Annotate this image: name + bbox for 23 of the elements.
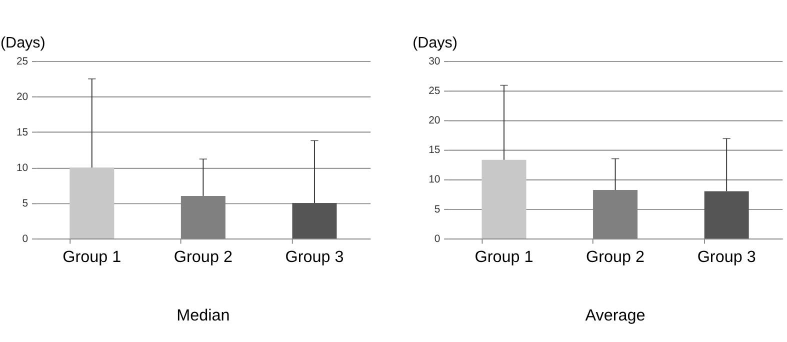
y-axis-title: (Days)	[0, 34, 46, 52]
y-tick-label: 20	[428, 116, 440, 127]
x-tick-label: Group 3	[697, 248, 756, 266]
y-tick-label: 10	[428, 174, 440, 186]
y-tick-label: 15	[16, 127, 28, 138]
text: Average	[585, 306, 646, 325]
x-tick-label: Group 2	[586, 248, 645, 266]
y-tick-label: 0	[434, 234, 440, 245]
y-tick-label: 25	[16, 56, 28, 68]
y-tick-label: 15	[428, 145, 440, 156]
y-tick-label: 30	[428, 56, 440, 68]
x-tick-label: Group 2	[174, 248, 232, 266]
y-tick-label: 20	[16, 92, 28, 103]
y-tick-label: 5	[22, 198, 28, 210]
x-tick-label: Group 1	[474, 248, 534, 266]
text: Median	[176, 306, 230, 325]
y-tick-label: 25	[428, 86, 440, 97]
x-tick-label: Group 1	[62, 248, 122, 266]
x-tick-label: Group 3	[285, 248, 344, 266]
y-tick-label: 5	[434, 204, 440, 216]
y-axis-title: (Days)	[412, 34, 458, 52]
y-tick-label: 0	[22, 234, 28, 245]
y-tick-label: 10	[16, 162, 28, 174]
